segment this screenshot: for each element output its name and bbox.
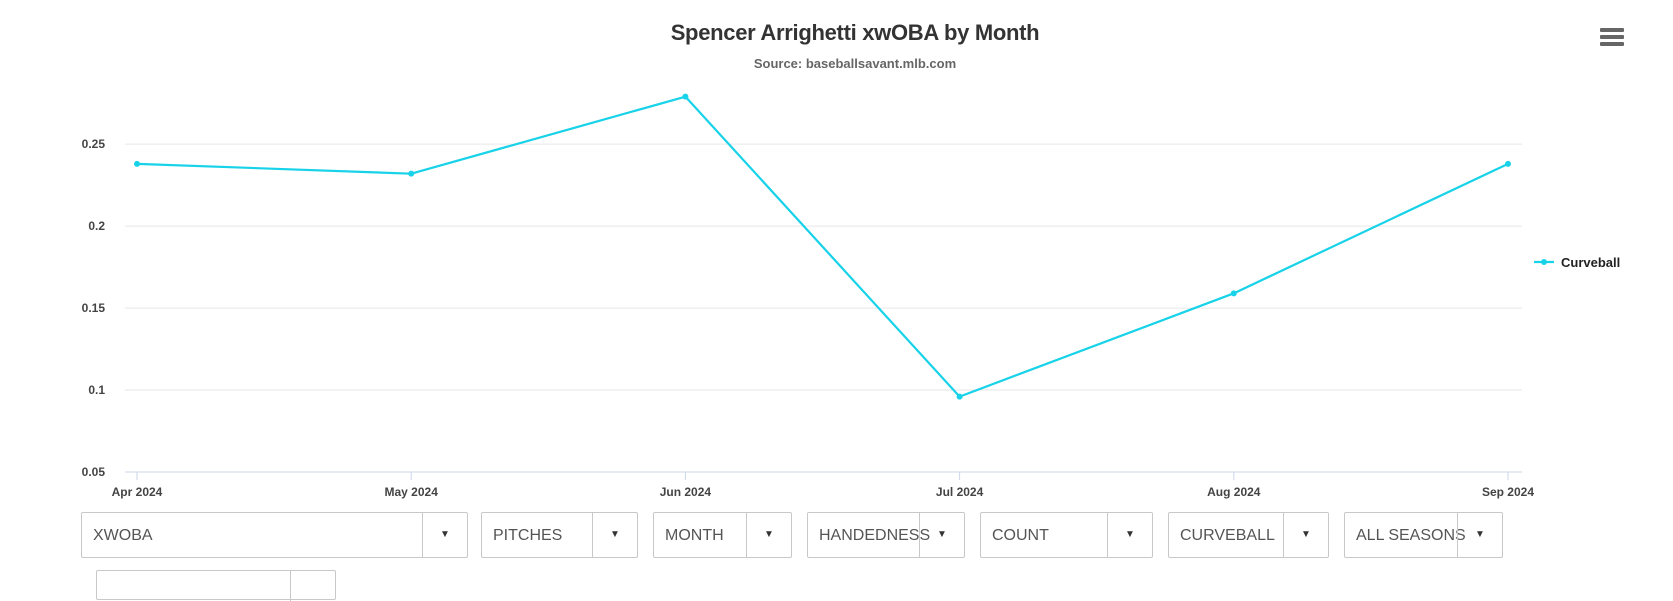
chart-subtitle: Source: baseballsavant.mlb.com: [753, 56, 957, 71]
y-tick-label: 0.1: [88, 383, 105, 397]
data-point: [134, 160, 140, 167]
chart-title: Spencer Arrighetti xwOBA by Month: [670, 20, 1040, 45]
hamburger-menu-icon-bar: [1600, 42, 1624, 46]
line-chart: 0.05 0.1 0.15 0.2 0.25 Apr 2024 May 2024 Jun 20…: [82, 93, 1620, 499]
series-line-curveball: [136, 95, 1509, 398]
stat-select[interactable]: XWOBA ▼: [81, 512, 468, 558]
pitch-type-select-value: CURVEBALL: [1180, 527, 1275, 544]
y-tick-label: 0.25: [82, 137, 106, 151]
hamburger-menu-icon-bar: [1600, 35, 1624, 39]
period-select[interactable]: MONTH ▼: [653, 512, 792, 558]
season-select[interactable]: ALL SEASONS ▼: [1344, 512, 1503, 558]
chevron-down-icon: [290, 571, 335, 601]
chevron-down-icon: ▼: [919, 513, 964, 557]
count-select[interactable]: COUNT ▼: [980, 512, 1153, 558]
extra-select[interactable]: [96, 570, 336, 601]
data-point: [956, 393, 963, 400]
chevron-down-icon: ▼: [592, 513, 637, 557]
x-tick-label: Jun 2024: [660, 485, 712, 499]
count-select-value: COUNT: [992, 527, 1049, 544]
chevron-down-icon: ▼: [422, 513, 467, 557]
x-tick-label: May 2024: [385, 485, 439, 499]
group-select-value: PITCHES: [493, 527, 563, 544]
legend-item-label: Curveball: [1561, 255, 1620, 270]
chevron-down-icon: ▼: [1107, 513, 1152, 557]
group-select[interactable]: PITCHES ▼: [481, 512, 638, 558]
data-point: [682, 93, 689, 100]
data-point: [1230, 290, 1237, 297]
period-select-value: MONTH: [665, 527, 724, 544]
chevron-down-icon: ▼: [746, 513, 791, 557]
y-tick-label: 0.05: [82, 465, 106, 479]
chart-menu-button[interactable]: [1600, 28, 1624, 50]
y-tick-label: 0.2: [88, 219, 105, 233]
season-select-value: ALL SEASONS: [1356, 527, 1466, 544]
handedness-select-value: HANDEDNESS: [819, 527, 931, 544]
x-tick-label: Aug 2024: [1207, 485, 1261, 499]
stat-select-value: XWOBA: [93, 527, 153, 544]
x-tick-label: Jul 2024: [936, 485, 984, 499]
handedness-select[interactable]: HANDEDNESS ▼: [807, 512, 965, 558]
chevron-down-icon: ▼: [1457, 513, 1502, 557]
data-point: [408, 170, 415, 177]
hamburger-menu-icon: [1600, 28, 1624, 32]
legend-swatch-marker: [1541, 259, 1547, 265]
chevron-down-icon: ▼: [1283, 513, 1328, 557]
x-tick-label: Sep 2024: [1482, 485, 1534, 499]
y-tick-label: 0.15: [82, 301, 106, 315]
x-tick-label: Apr 2024: [112, 485, 163, 499]
pitch-type-select[interactable]: CURVEBALL ▼: [1168, 512, 1329, 558]
data-point: [1505, 160, 1511, 167]
